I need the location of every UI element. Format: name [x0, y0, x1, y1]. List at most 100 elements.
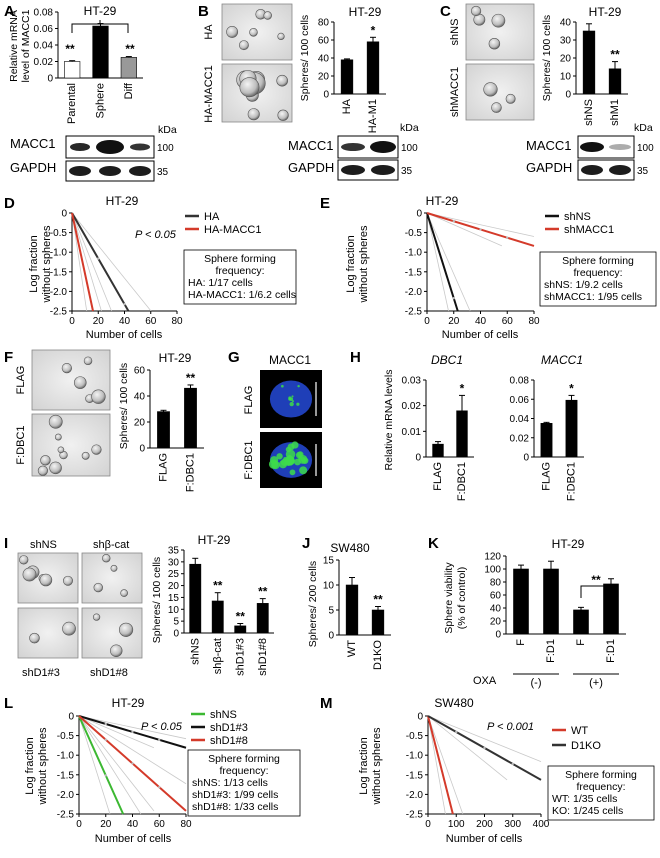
image-label: shβ-cat	[93, 539, 129, 551]
confidence-line	[426, 212, 535, 237]
blot-band	[370, 141, 396, 153]
macc1-stain	[294, 458, 301, 466]
x-tick-label: 60	[502, 316, 514, 327]
p-value: P < 0.05	[135, 229, 177, 241]
y-tick-label: -2.5	[50, 307, 68, 318]
y-tick-label: 0.06	[34, 24, 54, 35]
y-axis-label: Log fraction	[358, 737, 370, 794]
confidence-line	[427, 715, 508, 781]
significance-mark: **	[186, 371, 196, 385]
frequency-text: Sphere forming	[204, 253, 276, 265]
sphere-cell	[277, 109, 289, 121]
confidence-line	[78, 715, 111, 815]
significance-mark: **	[373, 593, 383, 607]
y-tick-label: -1.0	[405, 248, 423, 259]
kda-label: kDa	[400, 122, 419, 134]
confidence-line	[71, 212, 112, 312]
bar	[608, 68, 622, 95]
y-tick-label: -2.5	[405, 307, 423, 318]
macc1-stain	[291, 400, 295, 403]
x-tick-label: 60	[154, 819, 166, 830]
x-category-label: FLAG	[432, 462, 444, 491]
y-tick-label: 0	[495, 630, 501, 641]
x-tick-label: 60	[145, 316, 157, 327]
y-tick-label: 5	[328, 606, 334, 617]
bar	[456, 410, 468, 458]
frequency-box	[547, 765, 655, 821]
sphere-cell	[91, 444, 102, 455]
blot-band	[609, 144, 631, 150]
macc1-stain	[297, 451, 304, 458]
mw-marker: 35	[637, 166, 649, 177]
panel-title: HT-29	[112, 696, 145, 710]
image-label: shMACC1	[449, 67, 461, 117]
y-tick-label: 20	[560, 54, 572, 65]
confidence-line	[78, 715, 187, 740]
blot-macc1	[577, 135, 635, 159]
y-tick-label: 0.01	[402, 427, 422, 438]
sphere-cell	[483, 82, 498, 97]
y-tick-label: 30	[560, 36, 572, 47]
y-tick-label: 40	[490, 604, 502, 615]
data-point	[123, 302, 126, 306]
y-tick-label: 0.02	[34, 57, 54, 68]
comparison-bracket	[71, 20, 129, 33]
panel-label-c: C	[440, 3, 451, 20]
x-category-label: F:DBC1	[566, 462, 578, 501]
blot-label: MACC1	[526, 138, 572, 153]
y-axis-label: Spheres/ 200 cells	[307, 561, 319, 647]
frequency-text: Sphere forming	[208, 753, 280, 765]
bar	[184, 387, 197, 449]
series-line	[71, 212, 130, 312]
x-tick-label: 20	[93, 316, 105, 327]
frequency-box	[539, 251, 657, 307]
panel-title: HT-29	[84, 4, 117, 18]
y-tick-label: 120	[484, 552, 501, 563]
panel-title: SW480	[434, 696, 474, 710]
data-point	[131, 730, 134, 734]
sphere-cell	[120, 589, 128, 597]
panel-label-i: I	[4, 535, 8, 552]
y-axis-label: Spheres/ 100 cells	[299, 15, 311, 101]
sphere-cell	[226, 26, 239, 38]
group-label: (+)	[589, 677, 603, 689]
y-tick-label: 0	[565, 90, 571, 101]
significance-mark: **	[125, 42, 135, 56]
y-tick-label: -1.5	[50, 267, 68, 278]
frequency-text: shD1#3: 1/99 cells	[192, 789, 278, 801]
data-point	[455, 730, 458, 734]
macc1-stain	[284, 458, 293, 466]
bar	[157, 411, 170, 449]
sphere-cell	[73, 376, 87, 389]
oxa-label: OXA	[473, 675, 497, 687]
image-label: F:DBC1	[15, 425, 27, 464]
y-tick-label: 15	[168, 593, 180, 604]
data-point	[452, 220, 455, 223]
y-axis-label: without spheres	[41, 225, 53, 304]
data-point	[506, 236, 509, 239]
y-tick-label: 0	[323, 90, 329, 101]
blot-label: GAPDH	[526, 160, 572, 175]
y-axis-label: without spheres	[371, 727, 383, 806]
sphere-cell	[263, 11, 272, 20]
confidence-line	[78, 715, 155, 812]
sphere-cell	[470, 5, 482, 17]
data-point	[158, 738, 161, 742]
series-line	[426, 212, 459, 312]
x-category-label: shNS	[189, 638, 201, 665]
x-tick-label: 0	[69, 316, 75, 327]
panel-title: HT-29	[426, 194, 459, 208]
panel-title: HT-29	[589, 5, 622, 19]
panel-title: HT-29	[159, 351, 192, 365]
blot-band	[580, 142, 604, 152]
confidence-line	[426, 212, 449, 312]
blot-label: MACC1	[10, 136, 56, 151]
y-axis-label: Log fraction	[24, 737, 36, 794]
y-tick-label: 0.08	[34, 8, 54, 19]
y-axis-label: (% of control)	[456, 567, 468, 629]
y-tick-label: 15	[323, 556, 335, 567]
macc1-stain	[296, 402, 300, 406]
kda-label: kDa	[634, 122, 653, 134]
y-tick-label: 0.02	[402, 401, 422, 412]
x-tick-label: 40	[119, 316, 131, 327]
